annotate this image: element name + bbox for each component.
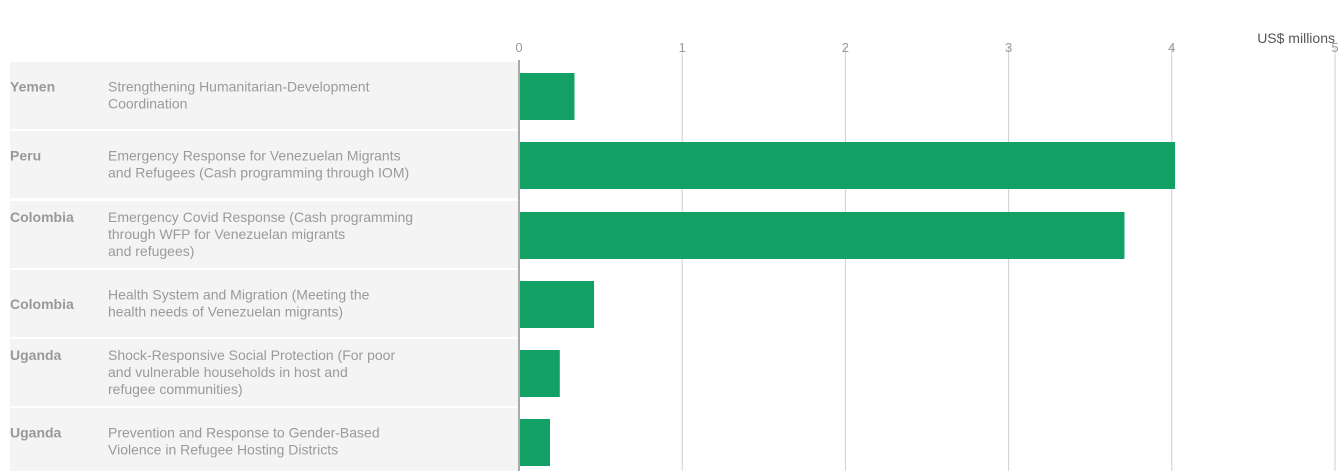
description-line: Prevention and Response to Gender-Based xyxy=(108,425,380,441)
bars xyxy=(520,73,1176,466)
country-label: Colombia xyxy=(10,209,74,225)
row-band xyxy=(10,339,518,406)
row-band xyxy=(10,408,518,471)
country-label: Colombia xyxy=(10,296,74,312)
x-tick-label: 0 xyxy=(515,40,522,55)
description-line: Health System and Migration (Meeting the xyxy=(108,287,370,303)
row-label: Yemen Strengthening Humanitarian-Developm… xyxy=(10,79,370,112)
country-label: Uganda xyxy=(10,347,62,363)
country-label: Uganda xyxy=(10,425,62,441)
tick-labels: 0 1 2 3 4 5 xyxy=(515,40,1338,55)
row-band xyxy=(10,270,518,337)
description-line: and Refugees (Cash programming through I… xyxy=(108,165,409,181)
description-line: through WFP for Venezuelan migrants xyxy=(108,226,345,242)
country-label: Peru xyxy=(10,148,41,164)
bar xyxy=(520,73,575,120)
row-label: Uganda Shock-Responsive Social Protection… xyxy=(10,347,395,397)
row-label: Colombia Health System and Migration (Mee… xyxy=(10,287,370,320)
description-line: Violence in Refugee Hosting Districts xyxy=(108,442,338,458)
x-tick-label: 3 xyxy=(1005,40,1012,55)
description-line: and refugees) xyxy=(108,243,194,259)
row-label: Uganda Prevention and Response to Gender-… xyxy=(10,425,380,458)
row-label: Colombia Emergency Covid Response (Cash p… xyxy=(10,209,413,259)
row-bands xyxy=(10,62,518,471)
x-tick-label: 4 xyxy=(1168,40,1175,55)
bar xyxy=(520,281,595,328)
bar xyxy=(520,350,560,397)
country-label: Yemen xyxy=(10,79,55,95)
bar xyxy=(520,419,551,466)
description-line: Shock-Responsive Social Protection (For … xyxy=(108,347,395,363)
description-line: refugee communities) xyxy=(108,381,243,397)
row-band xyxy=(10,62,518,129)
description-line: health needs of Venezuelan migrants) xyxy=(108,304,343,320)
row-band xyxy=(10,201,518,268)
description-line: Emergency Response for Venezuelan Migran… xyxy=(108,148,401,164)
x-tick-label: 5 xyxy=(1331,40,1338,55)
description-line: Emergency Covid Response (Cash programmi… xyxy=(108,209,413,225)
x-tick-label: 2 xyxy=(842,40,849,55)
description-line: Strengthening Humanitarian-Development xyxy=(108,79,370,95)
row-labels: Yemen Strengthening Humanitarian-Developm… xyxy=(10,79,413,458)
row-band xyxy=(10,131,518,198)
row-label: Peru Emergency Response for Venezuelan Mi… xyxy=(10,148,409,181)
description-line: Coordination xyxy=(108,96,187,112)
x-tick-label: 1 xyxy=(679,40,686,55)
bar xyxy=(520,142,1176,189)
description-line: and vulnerable households in host and xyxy=(108,364,348,380)
bar xyxy=(520,212,1125,259)
axis-unit-label: US$ millions xyxy=(1257,30,1335,46)
